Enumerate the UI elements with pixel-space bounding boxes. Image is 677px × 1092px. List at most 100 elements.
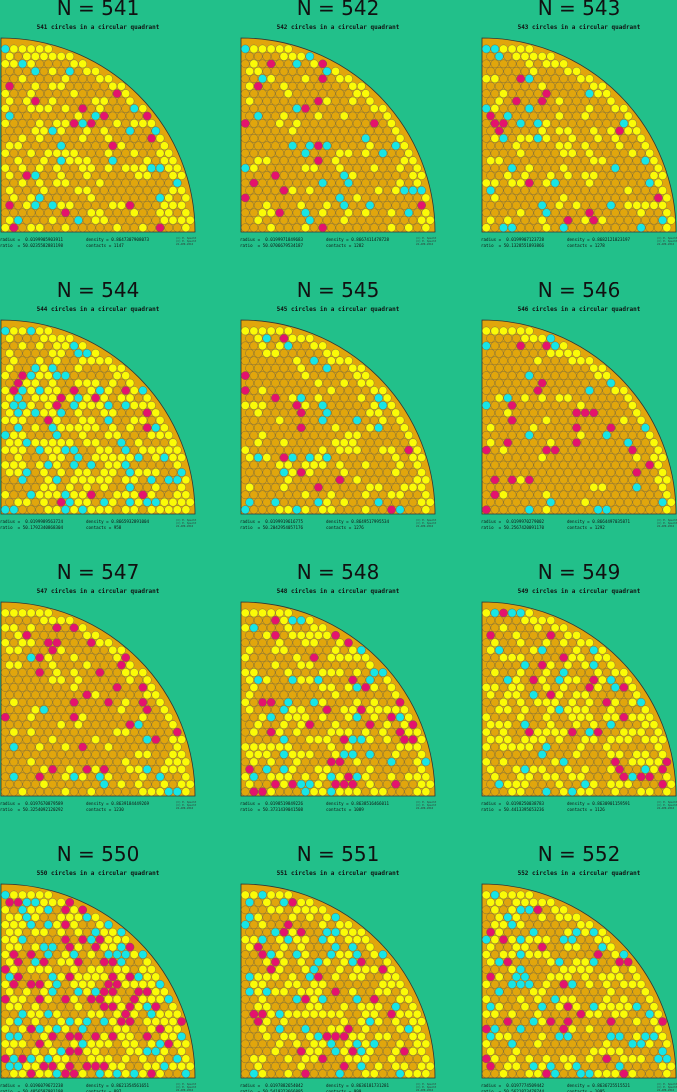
packed-circle [331, 171, 340, 180]
packed-circle [408, 438, 418, 447]
packed-circle [645, 1069, 654, 1078]
packed-circle [138, 386, 148, 395]
packed-circle [352, 980, 362, 989]
packed-circle [327, 89, 336, 98]
packed-circle [615, 408, 624, 418]
packed-circle [641, 705, 650, 715]
packed-circle [490, 44, 500, 54]
packed-circle [378, 475, 388, 485]
packed-circle [69, 475, 79, 485]
packed-circle [69, 371, 79, 380]
packed-circle [507, 505, 517, 514]
packed-circle [378, 772, 388, 782]
packed-circle [104, 787, 113, 796]
packed-circle [253, 111, 263, 121]
packed-circle [31, 408, 40, 418]
packed-circle [400, 750, 409, 759]
packed-circle [112, 134, 122, 143]
packed-circle [568, 787, 577, 796]
packed-circle [121, 1039, 130, 1049]
packed-circle [348, 408, 358, 418]
packed-circle [78, 505, 87, 514]
packed-circle [357, 408, 366, 418]
packed-circle [125, 186, 135, 195]
packed-circle [262, 363, 272, 373]
packed-circle [602, 772, 611, 782]
packed-circle [271, 942, 280, 952]
packed-circle [387, 430, 396, 440]
packed-circle [598, 690, 607, 700]
packed-circle [121, 950, 130, 959]
packed-circle [589, 690, 599, 700]
packed-circle [87, 223, 96, 232]
packed-circle [87, 994, 96, 1004]
packed-circle [22, 349, 32, 358]
packed-circle [529, 750, 538, 759]
packed-circle [404, 445, 413, 455]
packed-circle [173, 163, 182, 173]
panel-subtitle: 542 circles in a circular quadrant [276, 24, 400, 31]
packed-circle [305, 720, 315, 729]
packed-circle [357, 126, 366, 136]
packed-circle [138, 712, 148, 722]
packed-circle [391, 171, 401, 180]
packed-circle [408, 765, 418, 774]
packed-circle [482, 698, 491, 707]
packed-circle [22, 720, 32, 729]
packed-circle [482, 178, 491, 188]
packed-circle [520, 1032, 530, 1041]
packed-circle [35, 623, 44, 633]
packed-circle [22, 1017, 32, 1026]
packed-circle [292, 416, 302, 425]
packed-circle [56, 735, 66, 744]
packed-circle [400, 453, 409, 462]
packed-circle [22, 616, 32, 625]
packed-circle [404, 490, 413, 500]
packed-circle [5, 616, 14, 625]
packed-circle [164, 223, 173, 232]
packed-circle [555, 660, 564, 670]
packed-circle [525, 386, 534, 395]
packed-circle [168, 720, 178, 729]
packed-circle [598, 453, 607, 462]
packed-circle [314, 987, 323, 997]
packed-circle [82, 660, 92, 670]
packed-circle [82, 483, 92, 492]
packed-circle [499, 386, 508, 395]
packed-circle [74, 453, 83, 462]
packed-circle [572, 453, 581, 462]
packed-circle [74, 67, 83, 76]
packed-circle [65, 675, 75, 685]
packed-circle [391, 1017, 401, 1026]
packed-circle [138, 430, 148, 440]
packed-circle [370, 683, 379, 692]
packed-circle [168, 765, 178, 774]
packed-circle [164, 787, 173, 796]
packed-circle [39, 913, 49, 922]
packed-circle [69, 980, 79, 989]
packed-circle [18, 416, 27, 425]
packed-circle [35, 668, 44, 677]
packed-circle [425, 779, 435, 789]
packed-circle [284, 623, 293, 633]
packed-circle [288, 779, 297, 789]
packed-circle [507, 356, 517, 366]
packed-circle [490, 608, 500, 618]
packed-circle [516, 490, 525, 500]
packed-circle [142, 408, 152, 418]
packed-circle [559, 1069, 568, 1078]
packed-circle [56, 913, 66, 922]
packed-circle [301, 475, 310, 485]
packed-circle [48, 898, 57, 907]
packed-circle [91, 1002, 100, 1011]
packed-circle [22, 1047, 32, 1056]
packed-circle [361, 475, 370, 485]
packed-circle [378, 1039, 388, 1049]
packed-circle [48, 393, 57, 403]
packed-circle [382, 972, 392, 982]
packed-circle [331, 483, 340, 492]
packed-circle [52, 698, 62, 707]
packed-circle [35, 698, 44, 707]
packed-circle [91, 141, 100, 151]
packed-circle [593, 208, 603, 218]
